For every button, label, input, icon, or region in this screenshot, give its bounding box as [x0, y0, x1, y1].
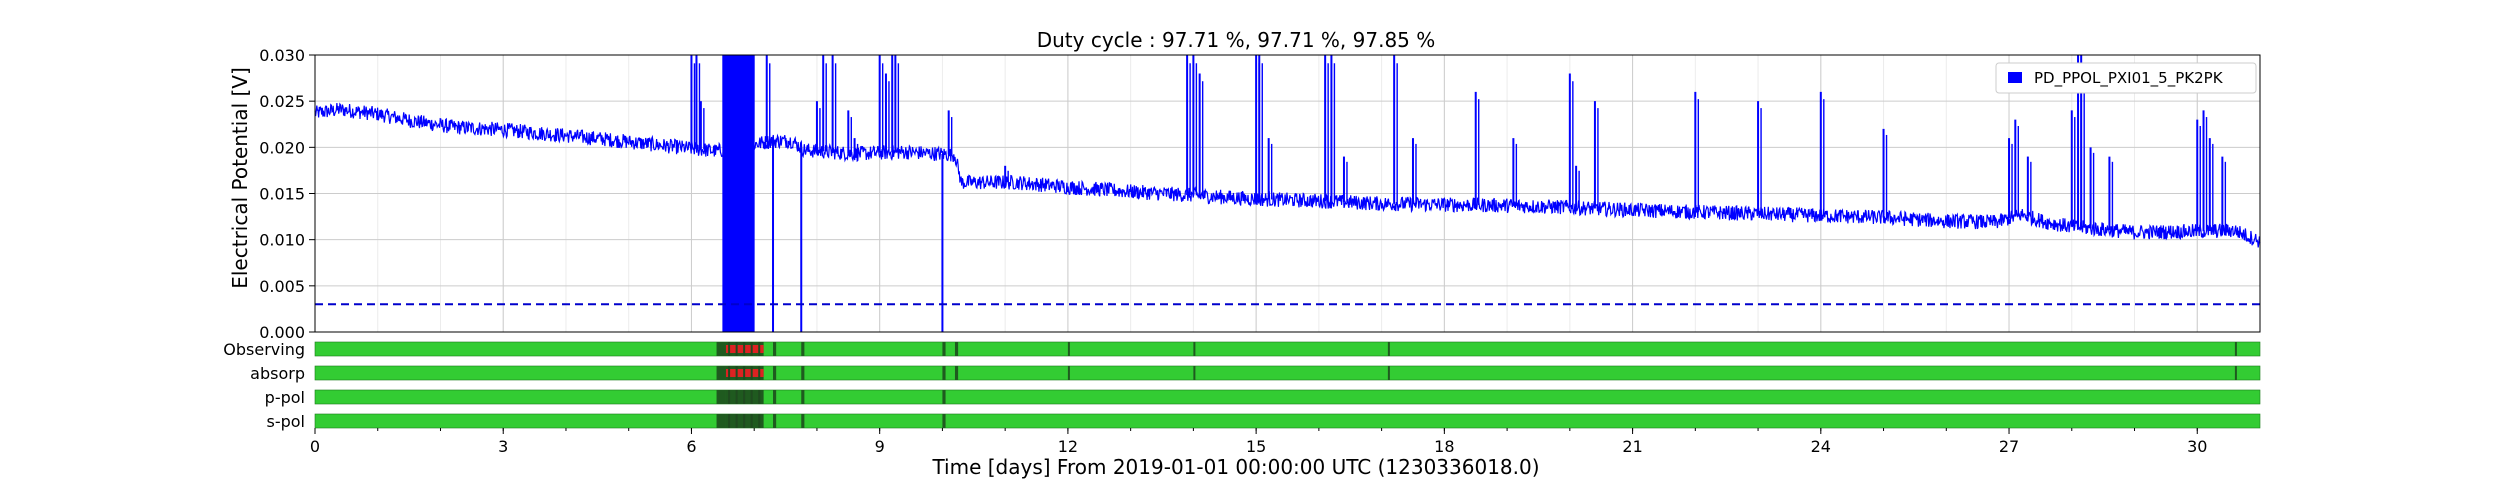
segment-off-block	[1387, 366, 1390, 380]
segment-off-block	[942, 414, 946, 428]
segment-row	[314, 341, 2261, 357]
segment-off-block	[1067, 342, 1070, 356]
x-tick-label: 21	[1622, 437, 1642, 456]
y-tick-label: 0.010	[259, 231, 305, 250]
x-tick-label: 18	[1434, 437, 1454, 456]
segment-off-block	[2234, 366, 2237, 380]
segment-label: Observing	[223, 340, 305, 359]
x-tick-label: 6	[686, 437, 696, 456]
segment-off-block	[773, 390, 777, 404]
plot-frame	[314, 54, 2261, 333]
series-line	[314, 102, 2261, 248]
segment-off-block	[942, 342, 946, 356]
x-tick-label: 12	[1058, 437, 1078, 456]
legend-box	[1995, 62, 2257, 94]
segment-off-block	[942, 366, 946, 380]
legend: PD_PPOL_PXI01_5_PK2PK	[1995, 62, 2257, 94]
segment-off-block	[1067, 366, 1070, 380]
y-tick-label: 0.030	[259, 46, 305, 65]
segment-off-block	[773, 366, 777, 380]
y-tick-label: 0.000	[259, 323, 305, 342]
legend-label: PD_PPOL_PXI01_5_PK2PK	[2034, 69, 2224, 88]
x-tick-label: 0	[310, 437, 320, 456]
x-tick-label: 27	[1999, 437, 2019, 456]
segment-off-block	[716, 342, 726, 356]
segment-label: p-pol	[265, 388, 305, 407]
y-tick-label: 0.025	[259, 92, 305, 111]
x-tick-label: 30	[2187, 437, 2207, 456]
segment-off-block	[801, 366, 805, 380]
segment-row	[314, 365, 2261, 381]
segment-off-block	[773, 414, 777, 428]
segment-off-block	[1193, 342, 1196, 356]
segment-off-block	[1387, 342, 1390, 356]
legend-swatch	[2008, 72, 2022, 83]
y-tick-label: 0.005	[259, 277, 305, 296]
segment-off-block	[801, 390, 805, 404]
y-axis-label: Electrical Potential [V]	[228, 67, 252, 289]
y-tick-label: 0.020	[259, 138, 305, 157]
segment-off-block	[773, 342, 777, 356]
x-tick-label: 3	[498, 437, 508, 456]
x-axis-label: Time [days] From 2019-01-01 00:00:00 UTC…	[931, 455, 1539, 479]
segment-off-block	[954, 366, 959, 380]
segment-off-block	[801, 342, 805, 356]
segment-label: s-pol	[267, 412, 306, 431]
x-tick-label: 15	[1246, 437, 1266, 456]
segment-off-block	[2234, 342, 2237, 356]
x-tick-label: 9	[875, 437, 885, 456]
segment-off-block	[716, 414, 726, 428]
segment-row	[314, 389, 2261, 405]
segment-row	[314, 413, 2261, 429]
segment-off-block	[716, 390, 726, 404]
y-tick-label: 0.015	[259, 185, 305, 204]
segment-label: absorp	[250, 364, 305, 383]
x-tick-label: 24	[1811, 437, 1831, 456]
main-plot-area: 0.000 0.005 0.010 0.015 0.020 0.025 0.030	[259, 46, 2261, 342]
segment-off-block	[942, 390, 946, 404]
series-dense-band	[722, 54, 755, 333]
chart-title: Duty cycle : 97.71 %, 97.71 %, 97.85 %	[1037, 28, 1436, 52]
segment-off-block	[801, 414, 805, 428]
segment-off-block	[1193, 366, 1196, 380]
segment-off-block	[716, 366, 726, 380]
segment-off-block	[954, 342, 959, 356]
